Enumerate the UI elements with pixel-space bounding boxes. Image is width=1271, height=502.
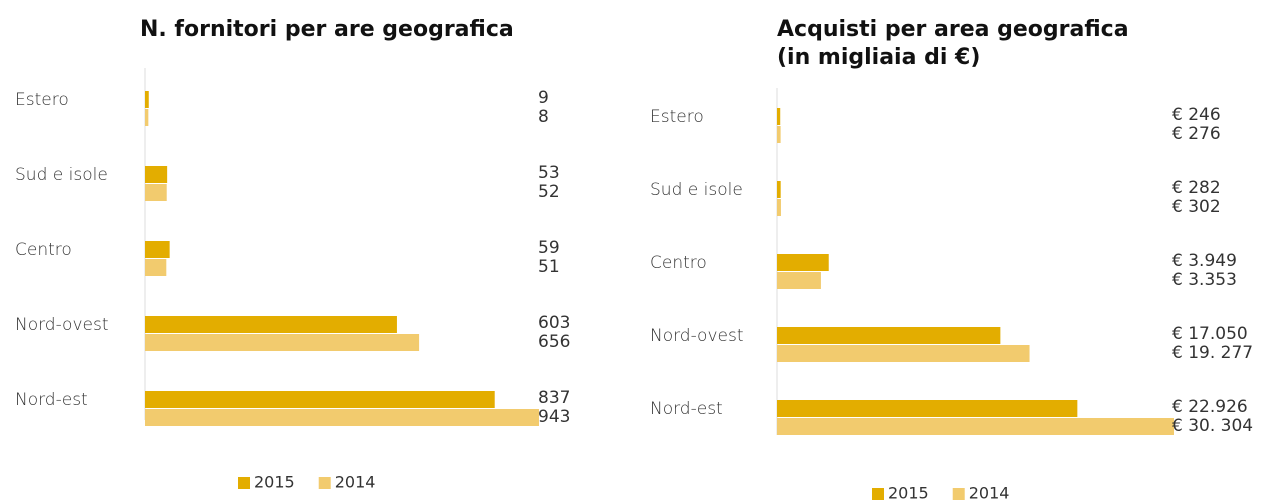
value-label: € 282 xyxy=(1172,178,1221,198)
category-label: Centro xyxy=(650,253,707,273)
bar xyxy=(145,184,167,201)
legend-swatch xyxy=(238,477,250,489)
value-label: € 22.926 xyxy=(1172,397,1248,417)
bar xyxy=(145,316,397,333)
bar xyxy=(777,254,829,271)
category-label: Nord-est xyxy=(15,390,88,410)
legend-swatch xyxy=(318,477,331,489)
category-label: Nord-est xyxy=(650,399,723,419)
bar xyxy=(145,391,495,408)
legend-swatch xyxy=(872,488,884,500)
value-label: 51 xyxy=(538,257,560,277)
bar xyxy=(145,241,170,258)
value-label: 53 xyxy=(538,163,560,183)
category-label: Estero xyxy=(650,107,704,127)
bar xyxy=(145,334,420,351)
value-label: 943 xyxy=(538,407,570,427)
value-label: € 3.949 xyxy=(1172,251,1237,271)
value-label: € 30. 304 xyxy=(1172,416,1253,436)
legend-label: 2014 xyxy=(969,484,1010,502)
value-label: 837 xyxy=(538,388,570,408)
value-label: € 302 xyxy=(1172,197,1221,217)
bar xyxy=(145,259,167,276)
bar xyxy=(145,109,149,126)
category-label: Nord-ovest xyxy=(650,326,744,346)
legend-swatch xyxy=(952,488,965,500)
bar xyxy=(145,91,149,108)
bar xyxy=(145,409,539,426)
legend-label: 2014 xyxy=(335,473,376,492)
value-label: 9 xyxy=(538,88,549,108)
category-label: Sud e isole xyxy=(15,165,108,185)
chart-title: N. fornitori per are geografica xyxy=(140,17,514,42)
value-label: 52 xyxy=(538,182,560,202)
value-label: 8 xyxy=(538,107,549,127)
legend-label: 2015 xyxy=(254,473,295,492)
value-label: 59 xyxy=(538,238,560,258)
bar xyxy=(777,126,781,143)
value-label: 603 xyxy=(538,313,570,333)
value-label: € 3.353 xyxy=(1172,270,1237,290)
value-label: € 276 xyxy=(1172,124,1221,144)
legend-label: 2015 xyxy=(888,484,929,502)
bar xyxy=(777,181,781,198)
bar xyxy=(777,327,1001,344)
bar xyxy=(777,418,1174,435)
value-label: € 17.050 xyxy=(1172,324,1248,344)
category-label: Sud e isole xyxy=(650,180,743,200)
chart-subtitle: (in migliaia di €) xyxy=(777,45,980,70)
bar xyxy=(777,272,821,289)
bar xyxy=(777,199,781,216)
bar xyxy=(145,166,168,183)
category-label: Nord-ovest xyxy=(15,315,109,335)
bar xyxy=(777,108,781,125)
category-label: Centro xyxy=(15,240,72,260)
value-label: € 19. 277 xyxy=(1172,343,1253,363)
value-label: 656 xyxy=(538,332,570,352)
bar xyxy=(777,345,1030,362)
value-label: € 246 xyxy=(1172,105,1221,125)
category-label: Estero xyxy=(15,90,69,110)
bar xyxy=(777,400,1078,417)
chart-title: Acquisti per area geografica xyxy=(777,17,1129,42)
